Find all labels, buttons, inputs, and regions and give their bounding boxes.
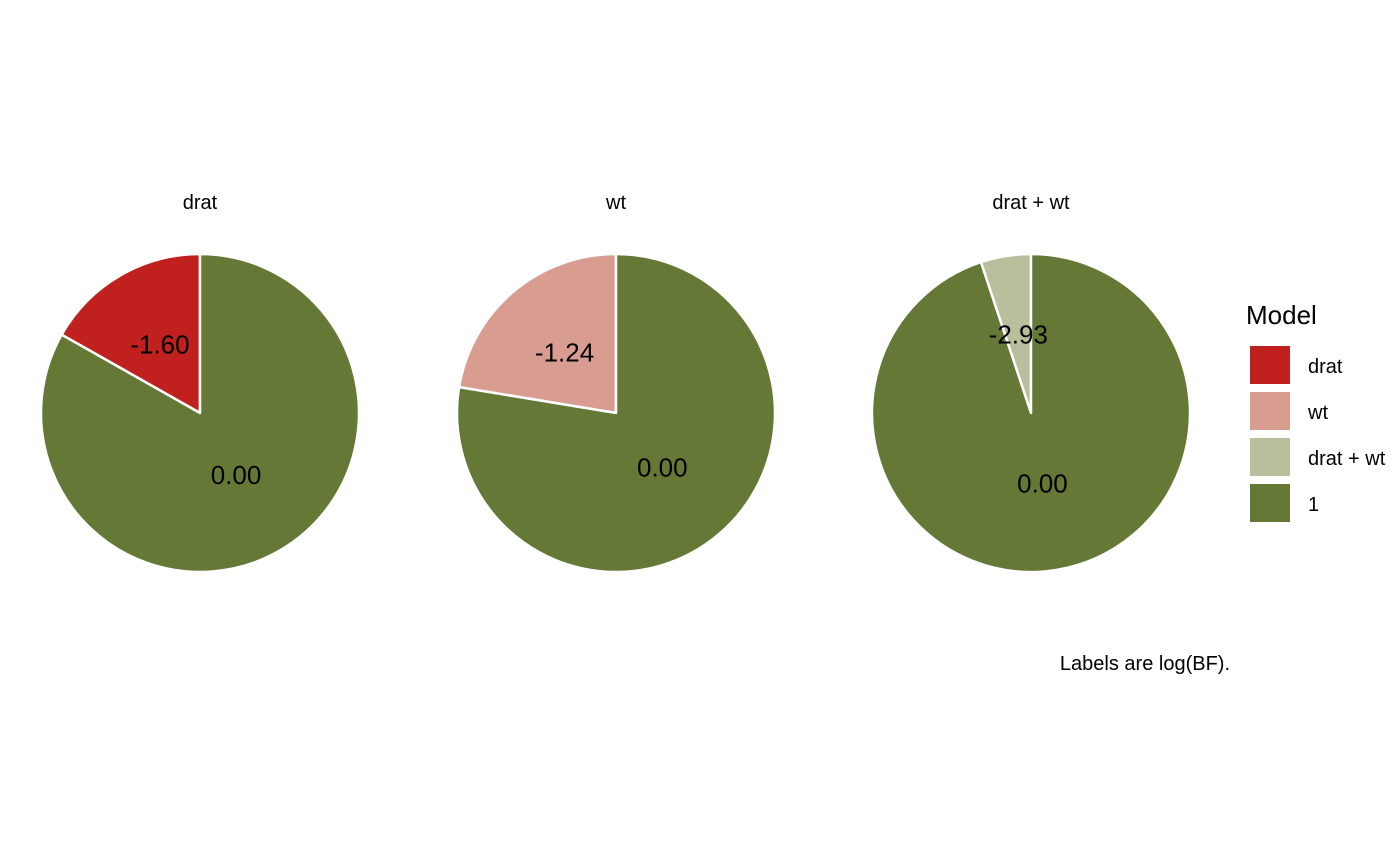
legend-label-drat: drat xyxy=(1308,356,1343,378)
pie-panel-wt: wt -1.24 0.00 xyxy=(455,192,777,574)
pie-slices-drat-wt: -2.93 0.00 xyxy=(870,252,1192,574)
legend: Model drat wt drat + wt 1 xyxy=(1246,300,1386,522)
slice-label-wt: -1.24 xyxy=(535,337,594,367)
pie-slice-1 xyxy=(455,252,777,574)
pie-panel-drat-wt: drat + wt -2.93 0.00 xyxy=(870,192,1192,574)
pie-slices-wt: -1.24 0.00 xyxy=(455,252,777,574)
legend-key-drat-wt xyxy=(1250,438,1290,476)
panel-title-drat: drat xyxy=(183,192,218,214)
pie-slice-1 xyxy=(870,252,1192,574)
slice-label-drat-wt: -2.93 xyxy=(989,320,1048,350)
pie-slice-1 xyxy=(39,252,361,574)
legend-key-wt xyxy=(1250,392,1290,430)
pie-slice-wt xyxy=(457,252,618,415)
legend-label-wt: wt xyxy=(1307,402,1328,424)
pie-slices-drat: -1.60 0.00 xyxy=(39,252,361,574)
legend-title: Model xyxy=(1246,300,1317,330)
pie-panel-drat: drat -1.60 0.00 xyxy=(39,192,361,574)
panel-title-wt: wt xyxy=(605,192,626,214)
slice-label-1: 0.00 xyxy=(637,453,688,483)
slice-label-1: 0.00 xyxy=(1017,469,1068,499)
caption: Labels are log(BF). xyxy=(1060,653,1230,675)
legend-key-1 xyxy=(1250,484,1290,522)
legend-label-drat-wt: drat + wt xyxy=(1308,448,1386,470)
pie-slice-drat xyxy=(60,252,202,415)
slice-label-1: 0.00 xyxy=(211,460,262,490)
legend-label-1: 1 xyxy=(1308,494,1319,516)
legend-key-drat xyxy=(1250,346,1290,384)
panel-title-drat-wt: drat + wt xyxy=(992,192,1070,214)
slice-label-drat: -1.60 xyxy=(130,329,189,359)
